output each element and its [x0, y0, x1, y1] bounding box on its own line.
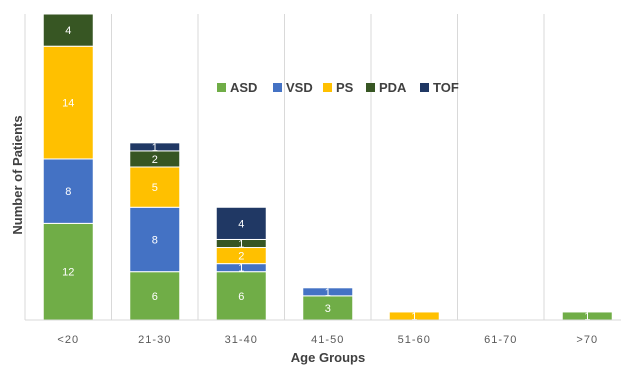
data-label: 14	[62, 98, 74, 110]
data-label: 2	[152, 154, 158, 166]
legend-swatch-asd	[217, 83, 226, 92]
data-label: 1	[238, 263, 244, 275]
data-label: 1	[584, 311, 590, 323]
data-label: 1	[238, 239, 244, 251]
data-label: 4	[65, 25, 71, 37]
data-label: 1	[325, 287, 331, 299]
data-label: 3	[325, 303, 331, 315]
data-label: 5	[152, 182, 158, 194]
legend-label-pda: PDA	[379, 80, 407, 95]
legend-label-ps: PS	[336, 80, 354, 95]
gridlines	[24, 14, 545, 320]
legend-swatch-tof	[420, 83, 429, 92]
legend-swatch-ps	[323, 83, 332, 92]
data-label: 12	[62, 267, 74, 279]
data-label: 6	[152, 291, 158, 303]
data-label: 4	[238, 218, 244, 230]
bar-segment-asd	[129, 271, 181, 321]
y-axis-title: Number of Patients	[10, 115, 25, 234]
legend: ASD VSD PS PDA TOF	[217, 80, 459, 95]
x-axis-title: Age Groups	[291, 350, 365, 365]
legend-label-vsd: VSD	[286, 80, 313, 95]
x-tick-label: 41-50	[311, 334, 344, 346]
x-tick-label: 21-30	[138, 334, 171, 346]
bar-segment-ps	[129, 166, 181, 208]
data-label: 8	[65, 186, 71, 198]
data-label: 1	[411, 311, 417, 323]
legend-swatch-vsd	[273, 83, 282, 92]
x-tick-label: <20	[57, 334, 79, 346]
bar-segment-tof	[215, 206, 267, 240]
bar-segment-vsd	[302, 287, 354, 297]
bars	[42, 13, 613, 321]
data-label: 2	[238, 251, 244, 263]
bar-segment-asd	[302, 295, 354, 321]
data-label: 1	[152, 142, 158, 154]
bar-segment-tof	[129, 142, 181, 152]
x-tick-label: 31-40	[225, 334, 258, 346]
data-label: 6	[238, 291, 244, 303]
x-tick-label: 61-70	[484, 334, 517, 346]
legend-label-asd: ASD	[230, 80, 257, 95]
x-tick-label: >70	[576, 334, 598, 346]
x-tick-labels: <20 21-30 31-40 41-50 51-60 61-70 >70	[57, 334, 598, 346]
bar-segment-ps	[42, 45, 94, 160]
bar-segment-vsd	[42, 158, 94, 224]
bar-segment-pda	[42, 13, 94, 47]
data-label: 8	[152, 234, 158, 246]
bar-segment-vsd	[129, 206, 181, 273]
legend-swatch-pda	[366, 83, 375, 92]
legend-label-tof: TOF	[433, 80, 459, 95]
x-tick-label: 51-60	[398, 334, 431, 346]
